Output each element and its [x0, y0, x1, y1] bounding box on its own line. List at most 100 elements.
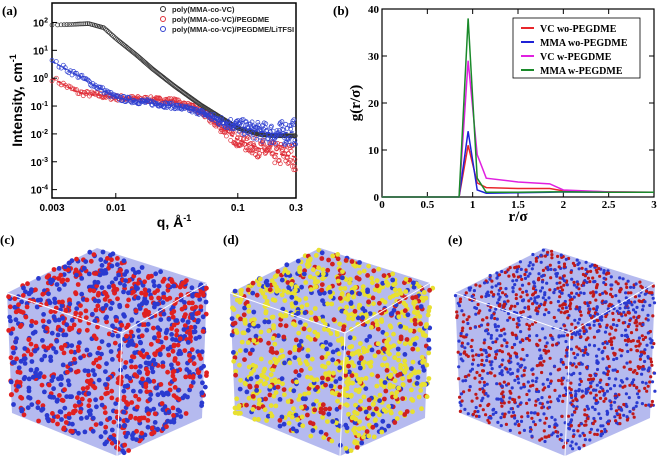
bead: [491, 340, 495, 344]
bead: [366, 405, 372, 411]
bead: [631, 339, 635, 343]
bead: [267, 384, 273, 389]
bead: [187, 358, 193, 363]
bead: [527, 327, 531, 331]
bead: [95, 303, 101, 309]
bead: [412, 317, 418, 323]
bead: [238, 410, 243, 416]
bead: [606, 422, 611, 426]
bead: [312, 306, 318, 311]
bead: [390, 277, 396, 283]
bead: [426, 376, 432, 381]
bead: [161, 294, 167, 300]
bead: [395, 351, 401, 357]
bead: [627, 311, 631, 315]
bead: [59, 303, 65, 308]
bead: [319, 250, 325, 256]
data-point: [49, 22, 55, 28]
bead: [473, 325, 477, 329]
bead: [131, 289, 136, 295]
bead: [307, 258, 313, 263]
bead: [516, 362, 520, 366]
bead: [652, 301, 657, 305]
bead: [166, 352, 172, 358]
bead: [369, 275, 375, 281]
bead: [95, 363, 101, 369]
bead: [474, 283, 478, 287]
bead: [614, 409, 619, 413]
bead: [262, 319, 268, 325]
bead: [605, 341, 609, 345]
bead: [598, 390, 602, 394]
bead: [103, 291, 109, 297]
bead: [391, 384, 396, 389]
bead: [510, 414, 514, 418]
bead: [511, 332, 515, 337]
data-point: [262, 133, 268, 139]
bead: [48, 280, 54, 285]
bead: [503, 412, 507, 416]
bead: [130, 433, 135, 438]
chart-a: poly(MMA-co-VC)poly(MMA-co-VC)/PEGDMEpol…: [8, 2, 303, 230]
bead: [340, 269, 345, 274]
bead: [183, 374, 189, 380]
bead: [613, 415, 617, 419]
bead: [170, 405, 176, 411]
bead: [138, 389, 143, 394]
bead: [335, 278, 341, 284]
bead: [347, 280, 352, 286]
bead: [125, 430, 131, 436]
bead: [465, 318, 469, 322]
y-tick-label: 101: [33, 45, 48, 57]
bead: [458, 297, 463, 301]
bead: [589, 291, 593, 295]
bead: [132, 350, 138, 356]
bead: [262, 294, 268, 300]
bead: [463, 375, 467, 379]
bead: [486, 332, 490, 336]
bead: [339, 308, 345, 314]
bead: [415, 347, 421, 352]
bead: [361, 394, 367, 400]
bead: [622, 402, 626, 407]
bead: [115, 380, 121, 386]
bead: [535, 295, 540, 299]
bead: [126, 297, 131, 303]
bead: [577, 447, 582, 451]
bead: [27, 395, 33, 401]
bead: [408, 372, 414, 378]
bead: [320, 314, 325, 320]
bead: [489, 305, 493, 309]
bead: [588, 307, 592, 311]
data-point: [108, 31, 114, 37]
bead: [491, 412, 495, 416]
bead: [356, 360, 362, 366]
bead: [72, 349, 78, 355]
bead: [561, 445, 566, 449]
legend-box: [512, 17, 641, 79]
bead: [104, 319, 109, 325]
bead: [458, 300, 462, 304]
bead: [294, 428, 299, 434]
bead: [496, 282, 501, 286]
bead: [281, 421, 287, 427]
bead: [497, 273, 502, 277]
bead: [609, 275, 613, 279]
bead: [591, 405, 595, 409]
bead: [515, 270, 519, 274]
bead: [352, 430, 358, 436]
bead: [109, 427, 115, 433]
bead: [471, 412, 475, 416]
legend-marker: [160, 6, 166, 12]
bead: [527, 389, 531, 393]
x-tick-label: 0.01: [106, 203, 126, 214]
bead: [475, 370, 479, 375]
bead: [171, 393, 177, 398]
bead: [598, 317, 603, 321]
bead: [164, 424, 169, 430]
bead: [165, 369, 171, 375]
bead: [390, 366, 396, 372]
bead: [501, 395, 505, 399]
bead: [468, 326, 472, 330]
bead: [618, 348, 622, 352]
